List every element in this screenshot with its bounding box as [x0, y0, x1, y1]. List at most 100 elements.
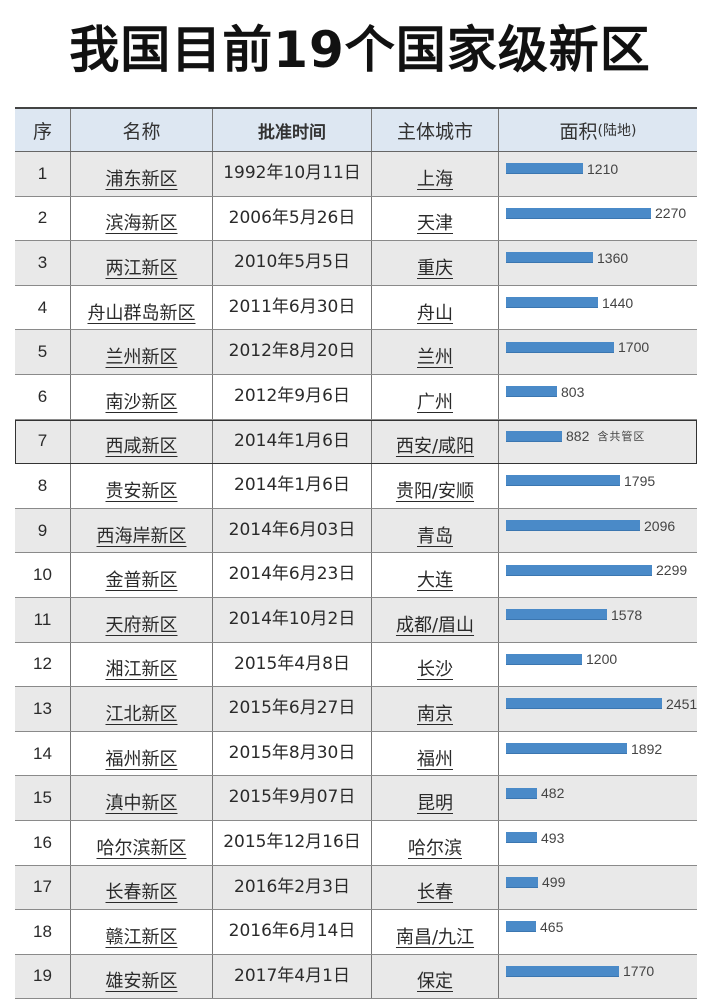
city-link[interactable]: 大连 — [372, 553, 499, 597]
district-name-link[interactable]: 西海岸新区 — [71, 508, 213, 553]
city-link[interactable]: 南昌/九江 — [372, 910, 499, 954]
row-index: 13 — [15, 687, 71, 731]
main-city[interactable]: 青岛 — [417, 525, 453, 547]
main-city[interactable]: 福州 — [417, 748, 453, 770]
district-name[interactable]: 雄安新区 — [105, 971, 178, 993]
approval-date: 2015年9月07日 — [213, 776, 372, 820]
district-name[interactable]: 滇中新区 — [105, 793, 178, 815]
district-name-link[interactable]: 湘江新区 — [71, 642, 213, 687]
area-cell: 1200 — [499, 643, 697, 687]
district-name-link[interactable]: 雄安新区 — [71, 954, 213, 999]
city-link[interactable]: 舟山 — [372, 285, 499, 330]
district-name-link[interactable]: 江北新区 — [71, 687, 213, 731]
district-name-link[interactable]: 滨海新区 — [71, 196, 213, 241]
city-link[interactable]: 天津 — [372, 196, 499, 241]
district-name-link[interactable]: 浦东新区 — [71, 152, 213, 196]
main-city[interactable]: 长春 — [417, 882, 453, 904]
city-link[interactable]: 广州 — [372, 374, 499, 419]
main-city[interactable]: 西安/咸阳 — [395, 436, 475, 458]
district-name[interactable]: 南沙新区 — [105, 391, 178, 413]
main-city[interactable]: 广州 — [417, 391, 453, 413]
table-row: 11 天府新区 2014年10月2日 成都/眉山 1578 — [15, 597, 697, 643]
city-link[interactable]: 南京 — [372, 687, 499, 731]
city-link[interactable]: 重庆 — [372, 241, 499, 285]
table-row: 3 两江新区 2010年5月5日 重庆 1360 — [15, 241, 697, 286]
district-name[interactable]: 湘江新区 — [105, 659, 178, 681]
district-name-link[interactable]: 赣江新区 — [71, 910, 213, 954]
district-name[interactable]: 两江新区 — [105, 257, 178, 279]
area-value: 1200 — [586, 651, 618, 668]
area-bar — [506, 341, 614, 353]
district-name-link[interactable]: 滇中新区 — [71, 776, 213, 820]
area-value: 2451 — [666, 695, 697, 712]
main-city[interactable]: 南昌/九江 — [395, 926, 475, 948]
district-name[interactable]: 长春新区 — [105, 882, 178, 904]
district-name-link[interactable]: 天府新区 — [71, 597, 213, 642]
district-name-link[interactable]: 南沙新区 — [71, 374, 213, 419]
row-index: 6 — [15, 374, 71, 419]
district-name[interactable]: 福州新区 — [105, 748, 178, 770]
district-name[interactable]: 浦东新区 — [105, 168, 178, 190]
page-title: 我国目前19个国家级新区 — [69, 21, 651, 79]
district-name[interactable]: 贵安新区 — [105, 480, 178, 502]
city-link[interactable]: 长沙 — [372, 642, 499, 687]
district-name[interactable]: 滨海新区 — [105, 213, 178, 235]
city-link[interactable]: 昆明 — [372, 776, 499, 820]
table-row: 14 福州新区 2015年8月30日 福州 1892 — [15, 731, 697, 777]
main-city[interactable]: 成都/眉山 — [395, 614, 475, 636]
main-city[interactable]: 舟山 — [417, 302, 453, 324]
city-link[interactable]: 福州 — [372, 731, 499, 776]
city-link[interactable]: 青岛 — [372, 508, 499, 553]
city-link[interactable]: 兰州 — [372, 330, 499, 374]
table-body: 1 浦东新区 1992年10月11日 上海 1210 2 滨海新区 2006年5月26日 天津 2… — [15, 152, 697, 999]
city-link[interactable]: 长春 — [372, 865, 499, 910]
city-link[interactable]: 贵阳/安顺 — [372, 464, 499, 508]
main-city[interactable]: 上海 — [417, 168, 453, 190]
area-bar — [506, 252, 593, 264]
district-name[interactable]: 西咸新区 — [105, 436, 178, 458]
district-name[interactable]: 兰州新区 — [105, 347, 178, 369]
row-index: 8 — [15, 464, 71, 508]
main-city[interactable]: 重庆 — [417, 257, 453, 279]
city-link[interactable]: 成都/眉山 — [372, 597, 499, 642]
district-name-link[interactable]: 西咸新区 — [71, 419, 213, 464]
district-name[interactable]: 金普新区 — [105, 570, 178, 592]
main-city[interactable]: 昆明 — [417, 793, 453, 815]
area-cell: 1360 — [499, 241, 697, 285]
main-city[interactable]: 长沙 — [417, 659, 453, 681]
approval-date: 2015年6月27日 — [213, 687, 372, 731]
main-city[interactable]: 天津 — [417, 213, 453, 235]
district-name[interactable]: 西海岸新区 — [96, 525, 187, 547]
row-index: 5 — [15, 330, 71, 374]
district-name-link[interactable]: 舟山群岛新区 — [71, 285, 213, 330]
area-cell: 1770 — [499, 955, 697, 999]
district-name-link[interactable]: 长春新区 — [71, 865, 213, 910]
area-value: 882 — [566, 428, 590, 445]
city-link[interactable]: 西安/咸阳 — [372, 419, 499, 464]
district-name-link[interactable]: 贵安新区 — [71, 464, 213, 508]
district-name[interactable]: 江北新区 — [105, 703, 178, 725]
area-cell: 1795 — [499, 464, 697, 508]
district-name[interactable]: 赣江新区 — [105, 926, 178, 948]
district-name-link[interactable]: 哈尔滨新区 — [71, 820, 213, 865]
district-name-link[interactable]: 两江新区 — [71, 241, 213, 285]
main-city[interactable]: 南京 — [417, 703, 453, 725]
district-name-link[interactable]: 兰州新区 — [71, 330, 213, 374]
district-name-link[interactable]: 福州新区 — [71, 731, 213, 776]
district-name[interactable]: 舟山群岛新区 — [87, 302, 196, 324]
district-name-link[interactable]: 金普新区 — [71, 553, 213, 597]
main-city[interactable]: 贵阳/安顺 — [395, 480, 475, 502]
main-city[interactable]: 大连 — [417, 570, 453, 592]
district-name[interactable]: 天府新区 — [105, 614, 178, 636]
city-link[interactable]: 保定 — [372, 954, 499, 999]
approval-date: 2014年1月6日 — [213, 464, 372, 508]
row-index: 4 — [15, 285, 71, 330]
main-city[interactable]: 哈尔滨 — [408, 837, 462, 859]
main-city[interactable]: 兰州 — [417, 347, 453, 369]
area-cell: 482 — [499, 776, 697, 820]
area-bar — [506, 787, 537, 799]
city-link[interactable]: 上海 — [372, 152, 499, 196]
city-link[interactable]: 哈尔滨 — [372, 820, 499, 865]
district-name[interactable]: 哈尔滨新区 — [96, 837, 187, 859]
main-city[interactable]: 保定 — [417, 971, 453, 993]
